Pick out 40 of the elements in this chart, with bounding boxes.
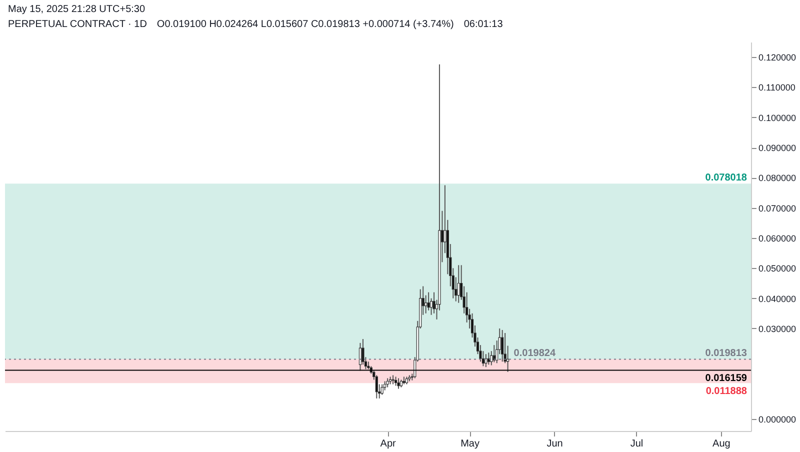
text: O0.019100 H0.024264 L0.015607 C0.019813 +0.000714 (+3.74%)	[156, 19, 454, 30]
candlestick	[392, 374, 394, 385]
candlestick	[362, 338, 364, 366]
ref-line-label: 0.016159	[705, 373, 748, 384]
y-tick-label: 0.050000	[758, 264, 796, 274]
y-tick-label: 0.000000	[758, 414, 796, 424]
y-tick-label: 0.030000	[758, 324, 796, 334]
text: May 15, 2025 21:28 UTC+5:30	[8, 3, 146, 17]
candlestick	[427, 292, 430, 311]
candlestick	[384, 380, 386, 391]
text: 06:01:13	[464, 19, 503, 30]
y-tick-label: 0.110000	[758, 82, 796, 93]
y-tick-label: 0.060000	[758, 234, 796, 244]
annotation: 0.019824	[514, 348, 556, 360]
x-tick-label: May	[460, 438, 480, 450]
candlestick	[358, 342, 362, 372]
candlestick	[386, 378, 389, 388]
chart-title: PERPETUAL CONTRACT · 1D	[8, 19, 147, 30]
candlestick	[506, 345, 510, 372]
y-tick-label: 0.120000	[758, 52, 796, 63]
x-tick-label: Jun	[546, 438, 563, 450]
candlestick	[394, 376, 398, 386]
candlestick	[424, 294, 428, 314]
x-tick-label: Apr	[380, 438, 397, 450]
candlestick	[380, 384, 384, 396]
candlestick	[484, 354, 488, 368]
ref-line-label: 0.019813	[705, 348, 748, 360]
y-tick-label: 0.070000	[758, 203, 796, 214]
candlestick	[397, 378, 400, 390]
y-tick-label: 0.080000	[758, 173, 796, 184]
y-tick-label: 0.090000	[758, 143, 796, 154]
candlestick	[375, 374, 378, 399]
candlestick	[457, 264, 460, 304]
x-tick-label: Jul	[630, 438, 644, 450]
band-label: 0.078018	[705, 172, 748, 184]
candlestick	[501, 329, 504, 362]
x-tick-label: Aug	[712, 438, 730, 450]
y-tick-label: 0.040000	[758, 294, 796, 304]
band-label: 0.011888	[706, 386, 748, 398]
y-tick-label: 0.100000	[758, 112, 796, 123]
